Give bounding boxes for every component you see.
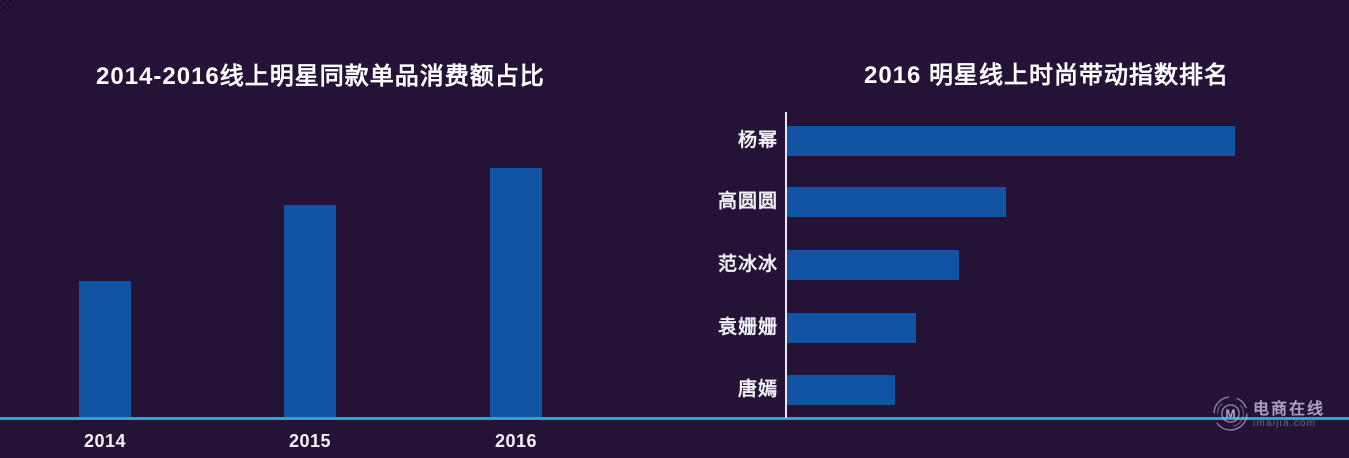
watermark-domain: imaijia.com xyxy=(1253,418,1317,429)
left-chart-bar xyxy=(284,205,336,417)
right-chart-bar xyxy=(787,250,959,280)
right-chart-bar xyxy=(787,187,1006,217)
right-chart-title: 2016 明星线上时尚带动指数排名 xyxy=(864,62,1230,89)
watermark: M 电商在线 imaijia.com xyxy=(1212,395,1342,435)
right-chart-bar xyxy=(787,126,1235,156)
svg-text:M: M xyxy=(1226,407,1236,421)
watermark-name: 电商在线 xyxy=(1253,401,1326,418)
category-label-yuanshanshan: 袁姗姗 xyxy=(717,317,778,338)
imaijia-logo-icon: M xyxy=(1213,396,1248,431)
category-label-yangmi: 杨幂 xyxy=(737,130,778,151)
x-axis-label-2014: 2014 xyxy=(83,431,127,451)
x-axis-label-2015: 2015 xyxy=(288,431,332,451)
left-chart-bar xyxy=(490,168,542,417)
x-axis-label-2016: 2016 xyxy=(494,431,538,451)
corner-artifact xyxy=(0,0,13,14)
watermark-text: 电商在线 imaijia.com xyxy=(1253,395,1325,435)
category-label-tangyan: 唐嫣 xyxy=(737,379,778,400)
right-chart-y-axis-line xyxy=(785,112,787,418)
right-chart-bar xyxy=(787,375,895,405)
left-chart-title: 2014-2016线上明星同款单品消费额占比 xyxy=(96,63,545,90)
category-label-gaoyuanyuan: 高圆圆 xyxy=(717,191,778,212)
baseline-rule xyxy=(0,417,1349,420)
right-chart-bar xyxy=(787,313,916,343)
category-label-fanbingbing: 范冰冰 xyxy=(717,254,778,275)
left-chart-bar xyxy=(79,281,131,417)
